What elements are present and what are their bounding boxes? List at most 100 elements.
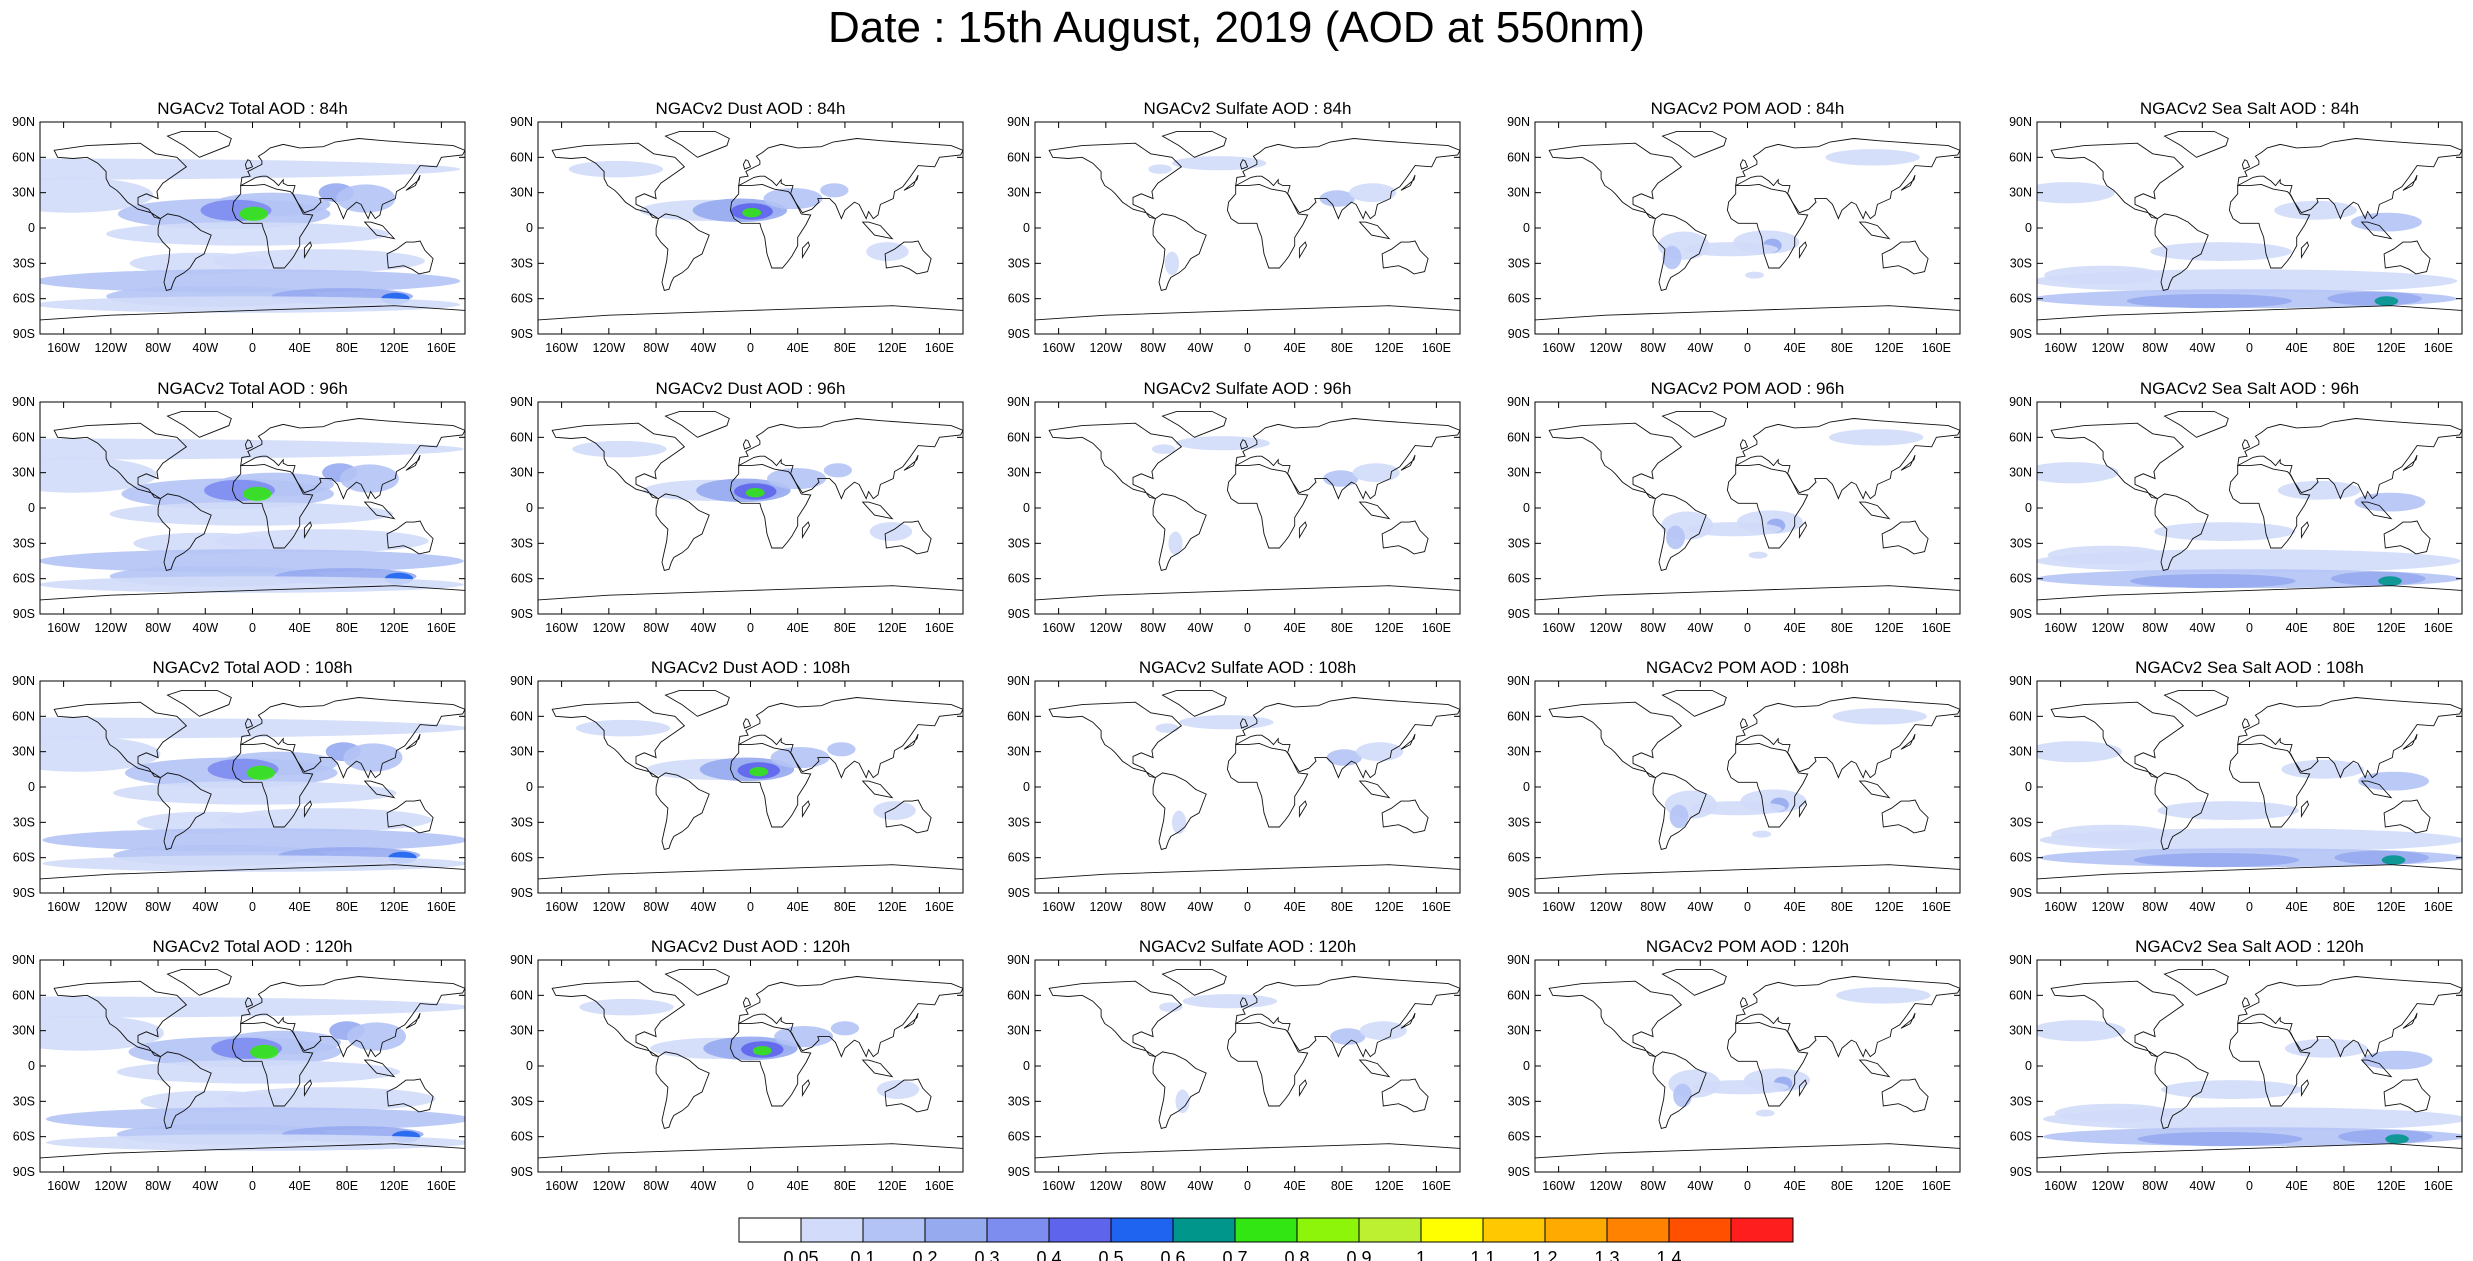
coastline	[2228, 1021, 2311, 1107]
lat-label: 60S	[1508, 1130, 1530, 1144]
map-background	[1035, 681, 1460, 893]
lon-label: 0	[249, 900, 256, 914]
aod-plume	[2284, 1038, 2368, 1058]
lat-label: 30N	[1507, 466, 1530, 480]
aod-plume	[246, 765, 275, 780]
coastline	[1381, 520, 1429, 555]
lon-label: 40E	[1284, 900, 1306, 914]
coastlines	[40, 410, 465, 614]
aod-plume	[250, 1044, 279, 1059]
lat-label: 60N	[510, 709, 533, 723]
lat-label: 60N	[2009, 709, 2032, 723]
panel-title: NGACv2 POM AOD : 96h	[1651, 379, 1845, 398]
lon-label: 40E	[2286, 1179, 2308, 1193]
coastline	[742, 159, 752, 170]
lat-label: 0	[526, 221, 533, 235]
coastline	[1226, 1021, 1309, 1107]
lon-label: 80E	[2333, 900, 2355, 914]
colorbar-box	[1668, 1217, 1732, 1243]
coastline	[2237, 138, 2462, 220]
lon-label: 160E	[427, 621, 456, 635]
coastline	[1726, 742, 1809, 828]
coastline	[729, 742, 812, 828]
coastline	[1400, 454, 1416, 471]
lat-label: 60N	[510, 150, 533, 164]
lat-label: 60S	[511, 292, 533, 306]
colorbar-box	[1606, 1217, 1670, 1243]
aod-plume	[2133, 852, 2300, 868]
aod-field	[1668, 987, 1931, 1117]
coastline	[1400, 174, 1416, 191]
coastline	[861, 221, 894, 240]
aod-plume	[106, 222, 390, 246]
lat-label: 60N	[12, 988, 35, 1002]
coastline	[1726, 463, 1809, 549]
coastline	[742, 439, 752, 450]
lon-label: 0	[249, 1179, 256, 1193]
coastline	[903, 454, 919, 471]
coastline	[551, 980, 686, 1058]
lat-label: 60N	[1007, 988, 1030, 1002]
aod-plume	[2037, 1020, 2126, 1042]
lat-label: 0	[28, 221, 35, 235]
lon-label: 120E	[1375, 1179, 1404, 1193]
colorbar-label: 0.9	[1346, 1248, 1371, 1261]
coastline	[2163, 968, 2229, 996]
aod-plume	[869, 522, 913, 541]
lon-label: 160W	[2044, 900, 2077, 914]
coastline	[2050, 980, 2185, 1058]
colorbar-box	[862, 1217, 926, 1243]
panel-title: NGACv2 POM AOD : 108h	[1646, 658, 1849, 677]
lat-label: 60S	[1508, 851, 1530, 865]
colorbar-label: 1.2	[1532, 1248, 1557, 1261]
panel-title: NGACv2 Sea Salt AOD : 120h	[2135, 937, 2364, 956]
lon-label: 120E	[1375, 900, 1404, 914]
map-panel: NGACv2 Sulfate AOD : 108h 90N 60N 30N 0 30S 60…	[1007, 658, 1461, 914]
lat-label: 90N	[2009, 395, 2032, 409]
lat-label: 30N	[2009, 466, 2032, 480]
lon-label: 80W	[2142, 1179, 2168, 1193]
coastline	[1048, 980, 1183, 1058]
lat-label: 90S	[1008, 1165, 1030, 1179]
coastline	[1400, 733, 1416, 750]
coastline	[664, 689, 730, 717]
lat-label: 90N	[2009, 953, 2032, 967]
colorbar: 0.05 0.1 0.2 0.3 0.4 0.5 0.6 0.7 0.8 0.9 1 1.1 1.2 1.…	[738, 1217, 1794, 1261]
lat-label: 90S	[511, 886, 533, 900]
lon-label: 120W	[1090, 621, 1123, 635]
coastline	[1161, 130, 1227, 158]
coastline	[231, 742, 314, 828]
lon-label: 80E	[1831, 900, 1853, 914]
lon-label: 80W	[1140, 1179, 1166, 1193]
coastline	[2360, 1059, 2393, 1078]
lat-label: 30N	[2009, 1024, 2032, 1038]
lon-label: 160W	[545, 900, 578, 914]
lon-label: 40E	[1784, 1179, 1806, 1193]
lon-label: 120E	[1875, 341, 1904, 355]
coastline	[1381, 799, 1429, 834]
aod-plume	[1155, 723, 1180, 733]
coastline	[1239, 718, 1249, 729]
lat-label: 60N	[1007, 430, 1030, 444]
lon-label: 0	[1244, 341, 1251, 355]
lat-label: 60N	[1507, 430, 1530, 444]
lon-label: 40E	[2286, 621, 2308, 635]
coastline	[1535, 1143, 1960, 1172]
lon-label: 120E	[380, 1179, 409, 1193]
lat-label: 90N	[12, 674, 35, 688]
aod-plume	[45, 1134, 465, 1151]
aod-plume	[2330, 571, 2426, 586]
lon-label: 80W	[643, 1179, 669, 1193]
lon-label: 80W	[643, 900, 669, 914]
lat-label: 90S	[1508, 607, 1530, 621]
aod-plume	[215, 529, 429, 553]
aod-plume	[1171, 156, 1267, 171]
coastline	[1358, 1059, 1391, 1078]
aod-plume	[45, 1107, 465, 1131]
aod-plume	[1356, 742, 1404, 762]
lon-label: 80E	[834, 621, 856, 635]
coastline	[1048, 422, 1183, 500]
aod-field	[1661, 429, 1924, 559]
lon-label: 40E	[289, 900, 311, 914]
coastline	[1735, 697, 1960, 779]
